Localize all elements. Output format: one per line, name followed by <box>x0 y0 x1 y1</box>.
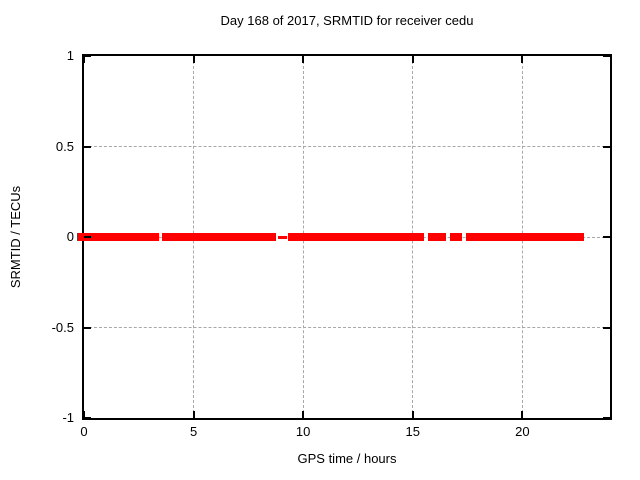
y-tick-mark <box>84 145 91 148</box>
y-tick-mark <box>603 55 610 57</box>
chart-title: Day 168 of 2017, SRMTID for receiver ced… <box>220 13 474 28</box>
x-tick-mark <box>411 411 414 418</box>
x-tick-label: 15 <box>405 424 420 439</box>
x-tick-mark <box>302 411 305 418</box>
y-tick-label: 0.5 <box>55 138 74 154</box>
y-tick-label: 1 <box>66 48 74 63</box>
data-band-sparse-segment <box>277 235 287 239</box>
x-tick-mark <box>521 411 524 418</box>
y-tick-mark <box>603 145 610 148</box>
x-tick-mark <box>83 56 85 63</box>
x-tick-mark <box>521 56 524 63</box>
gridline-horizontal <box>84 327 610 328</box>
data-series-srmtid <box>77 56 610 418</box>
y-tick-mark <box>603 236 610 238</box>
y-tick-label: -1 <box>62 410 74 425</box>
x-tick-label: 5 <box>189 424 198 439</box>
tick-marks-layer <box>83 55 610 419</box>
x-tick-mark <box>83 411 85 418</box>
data-band-segment <box>77 233 159 241</box>
data-band-segment <box>161 233 277 241</box>
y-tick-label: 0 <box>66 229 74 244</box>
x-tick-mark <box>192 56 195 63</box>
x-tick-label: 0 <box>80 424 88 439</box>
y-tick-mark <box>84 236 91 238</box>
x-tick-mark <box>411 56 414 63</box>
y-tick-mark <box>84 326 91 329</box>
x-axis-label: GPS time / hours <box>297 451 397 466</box>
data-band-segment <box>287 233 425 241</box>
x-tick-label: 20 <box>515 424 530 439</box>
data-band-segment <box>427 233 447 241</box>
data-band-segment <box>466 233 584 241</box>
x-tick-label: 10 <box>295 424 311 439</box>
x-tick-mark <box>302 56 305 63</box>
y-tick-mark <box>84 55 91 57</box>
gridline-horizontal <box>84 146 610 147</box>
y-tick-label: -0.5 <box>51 319 74 335</box>
x-tick-mark <box>192 411 195 418</box>
data-band-segment <box>450 233 463 241</box>
y-tick-mark <box>603 326 610 329</box>
plot-area <box>77 54 612 420</box>
y-tick-mark <box>603 417 610 419</box>
y-tick-mark <box>84 417 91 419</box>
